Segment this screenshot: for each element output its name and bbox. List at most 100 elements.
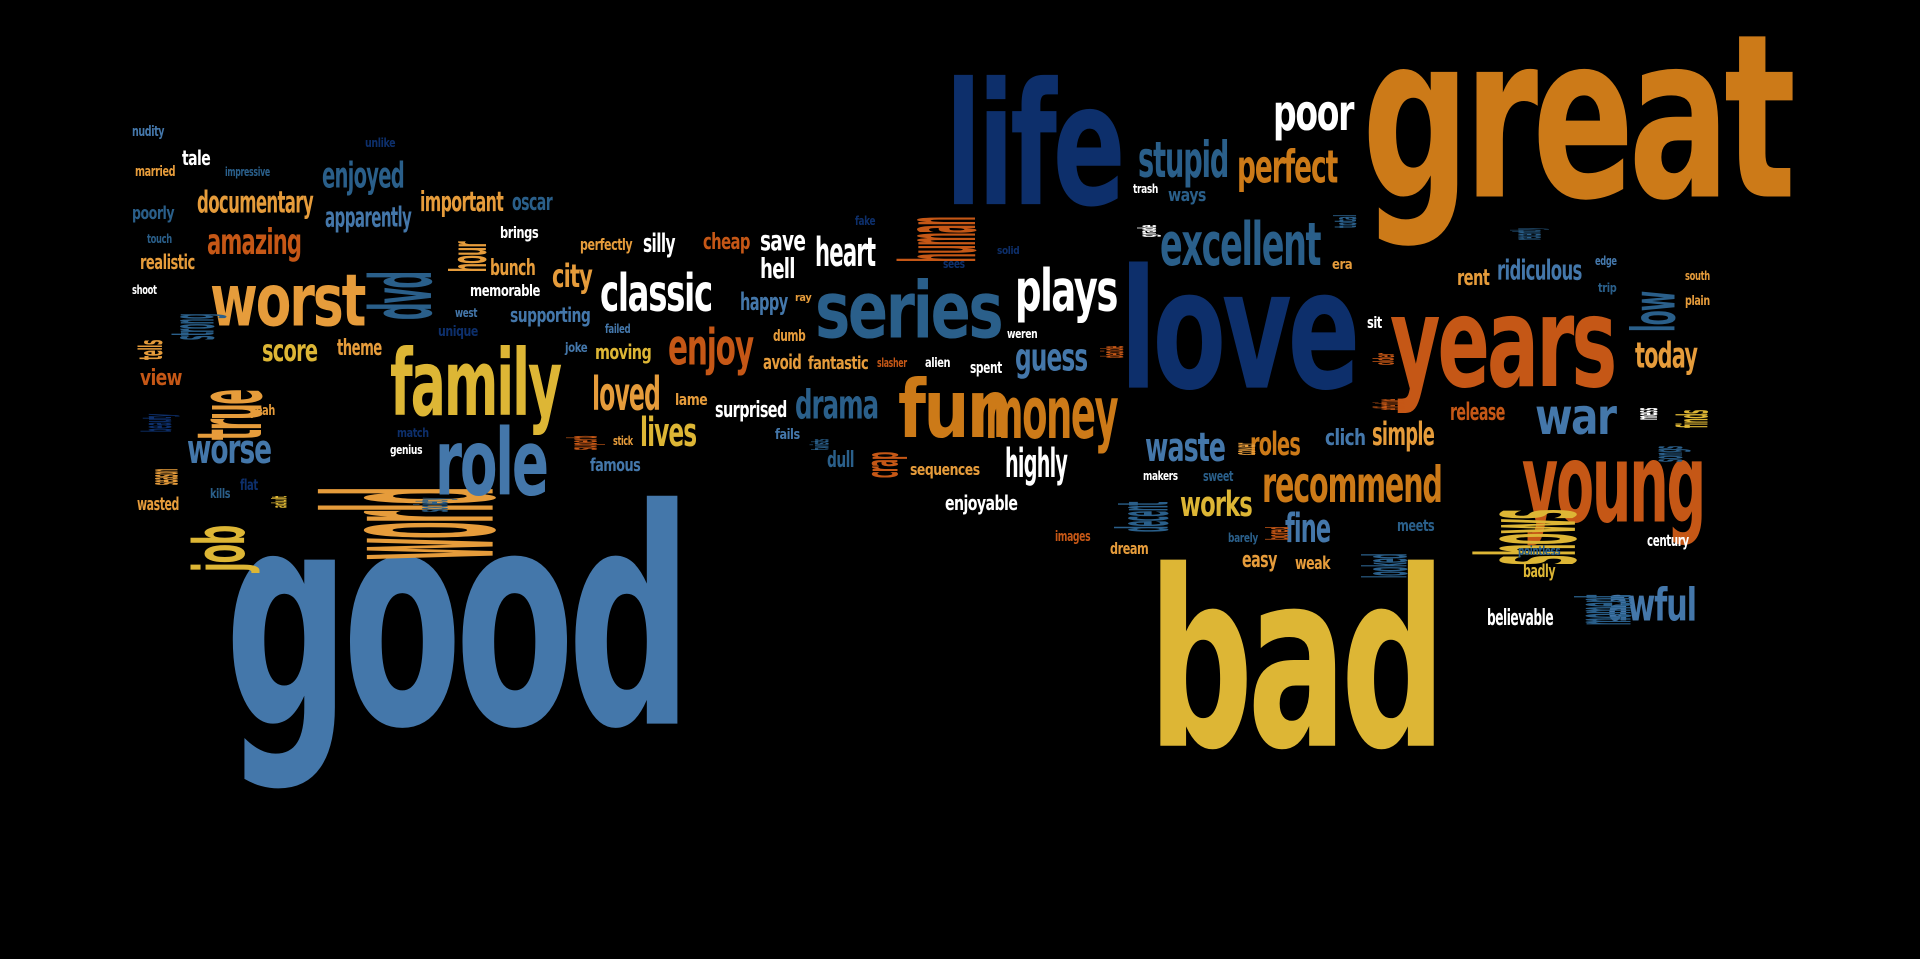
word-weak: weak [1295,553,1331,574]
word-tale: tale [182,146,211,170]
word-total: total [1330,215,1366,228]
word-kills: kills [210,487,231,502]
word-failed: failed [605,322,631,336]
word-low: low [1620,291,1690,332]
word-theme: theme [337,336,382,361]
word-shoot: shoot [132,283,157,297]
word-series: series [815,265,1004,356]
word-happy: happy [740,288,788,316]
word-poorly: poorly [132,203,175,224]
word-famous: famous [590,455,641,476]
word-era: era [1332,257,1353,273]
word-sit: sit [1367,313,1382,332]
word-supporting: supporting [510,303,591,327]
word-apparently: apparently [325,200,412,234]
word-cover: cover [1227,443,1263,455]
word-oscar: oscar [512,188,553,216]
word-nudity: nudity [132,124,165,140]
word-crap: crap [856,452,909,478]
word-solid: solid [997,244,1020,257]
word-decide: decide [1095,346,1131,358]
word-city: city [552,257,593,295]
word-loved: loved [592,368,661,422]
word-ridiculous: ridiculous [1497,254,1582,288]
word-songs: songs [1642,446,1693,462]
word-makers: makers [1143,469,1178,483]
word-easy: easy [1242,548,1277,573]
word-years: years [1390,268,1617,417]
word-grade: grade [1132,225,1163,237]
word-badly: badly [1523,561,1556,582]
word-ways: ways [1168,185,1206,206]
word-money: money [985,372,1119,456]
word-touch: touch [147,232,172,246]
word-worse: worse [187,427,272,473]
word-sees: sees [943,257,965,271]
word-release: release [1450,398,1505,426]
word-perfect: perfect [1237,140,1338,194]
word-heart: heart [815,230,876,276]
word-fun: fun [898,363,1013,456]
word-save: save [760,224,806,257]
word-impressive: impressive [225,165,270,179]
word-south: south [1685,269,1710,283]
word-yeah: yeah [250,403,275,419]
word-highly: highly [1005,441,1068,488]
word-flat: flat [240,476,258,494]
word-unique: unique [438,324,478,340]
word-fake: fake [855,214,876,228]
word-pointless: pointless [1518,544,1561,558]
word-lives: lives [640,410,697,457]
word-dream: dream [1110,539,1149,558]
word-unlike: unlike [365,136,396,150]
word-enjoyed: enjoyed [322,153,405,197]
word-excellent: excellent [1160,209,1322,280]
word-view: view [140,366,182,391]
word-enjoyable: enjoyable [945,491,1018,515]
word-moment: moment [1556,594,1651,625]
word-trip: trip [1598,281,1617,295]
word-love: love [1120,234,1360,428]
word-century: century [1647,531,1689,550]
word-stick: stick [613,434,633,448]
word-memorable: memorable [470,281,540,300]
word-awful: awful [1608,579,1697,632]
word-good: good [225,445,692,795]
word-season: season [140,468,188,485]
word-meets: meets [1397,516,1435,535]
word-edge: edge [1595,254,1617,268]
word-recommend: recommend [1262,455,1443,515]
word-recently: recently [1503,228,1551,240]
word-worst: worst [210,258,366,344]
word-match: match [397,426,429,440]
word-bored: bored [1262,526,1298,540]
word-brings: brings [500,223,539,242]
word-poor: poor [1273,84,1354,142]
word-society: society [408,497,461,512]
word-looked: looked [1354,553,1423,578]
word-hell: hell [760,252,795,285]
word-waste: waste [1145,425,1226,471]
word-ray: ray [795,291,812,304]
word-surprised: surprised [715,398,787,423]
word-job: job [178,525,262,572]
word-west: west [455,306,478,320]
word-role: role [435,409,549,518]
word-married: married [135,164,176,180]
word-young: young [1522,420,1706,549]
word-roles: roles [1250,425,1301,463]
word-plays: plays [1015,257,1118,325]
word-cheap: cheap [703,230,750,255]
word-classic: classic [600,264,713,324]
word-sequences: sequences [910,460,980,479]
word-score: score [262,334,318,369]
word-silly: silly [643,227,676,259]
word-simple: simple [1372,415,1435,453]
word-bad: bad [1148,519,1446,805]
word-drama: drama [795,381,879,429]
word-human: human [882,216,1001,262]
word-perfectly: perfectly [580,235,633,254]
word-mess: mess [1629,407,1665,420]
word-images: images [1055,529,1091,545]
word-fails: fails [775,427,800,443]
